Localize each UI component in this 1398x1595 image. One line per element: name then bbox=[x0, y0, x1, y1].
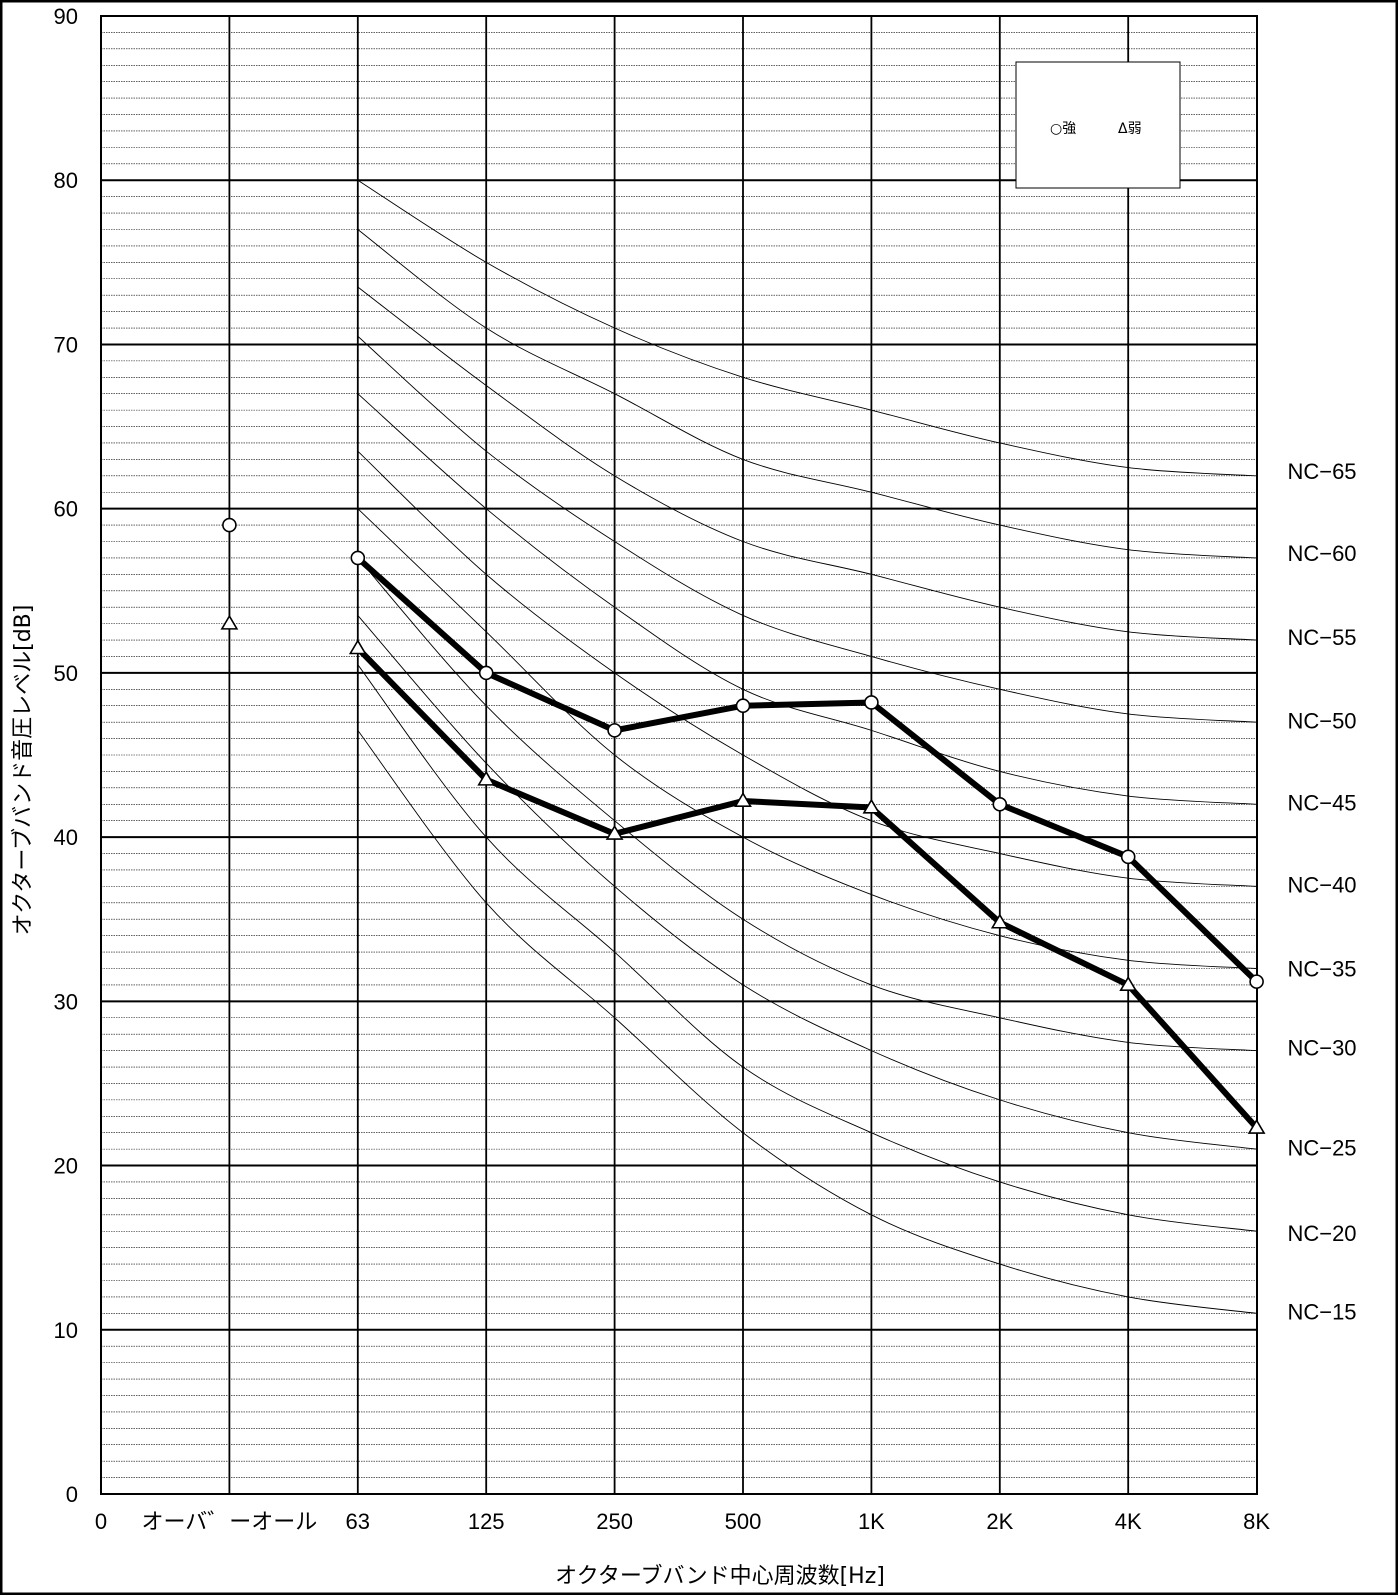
nc-curve-label: NC−25 bbox=[1287, 1135, 1356, 1160]
legend-strong-label: ○強 bbox=[1050, 121, 1076, 137]
y-tick-label: 20 bbox=[54, 1154, 78, 1179]
strong-point bbox=[864, 695, 879, 710]
x-tick-label: 250 bbox=[596, 1509, 633, 1534]
y-tick-label: 0 bbox=[66, 1482, 78, 1507]
nc-curve bbox=[357, 450, 1257, 887]
weak-point bbox=[1119, 975, 1138, 991]
nc-labels: NC−65 NC−60 NC−55 NC−50 NC−45 NC−40 NC−35 NC−30… bbox=[1287, 459, 1356, 1325]
nc-curve bbox=[357, 179, 1257, 477]
y-tick-label: 10 bbox=[54, 1318, 78, 1343]
nc-curve bbox=[357, 229, 1257, 559]
series-line-strong bbox=[355, 555, 1259, 984]
strong-point bbox=[478, 665, 494, 681]
measurement-series bbox=[348, 550, 1266, 1134]
nc-curve bbox=[357, 664, 1257, 1232]
legend: ○強 Δ弱 bbox=[1015, 61, 1181, 189]
x-tick-label: 1K bbox=[858, 1509, 885, 1534]
strong-point bbox=[1249, 974, 1264, 989]
y-tick-label: 90 bbox=[54, 4, 78, 29]
nc-curve bbox=[357, 335, 1257, 723]
x-tick-label: 63 bbox=[346, 1509, 370, 1534]
legend-weak-label: Δ弱 bbox=[1118, 121, 1142, 137]
x-tick-label: 4K bbox=[1115, 1509, 1142, 1534]
x-tick-label: オーバ゛ーオール bbox=[142, 1510, 318, 1535]
nc-curve-label: NC−55 bbox=[1287, 625, 1356, 650]
y-tick-label: 30 bbox=[54, 989, 78, 1014]
y-tick-label: 70 bbox=[54, 332, 78, 357]
nc-curve bbox=[357, 615, 1257, 1150]
nc-curve-label: NC−50 bbox=[1287, 709, 1356, 734]
weak-point bbox=[605, 824, 624, 840]
x-tick-label: 125 bbox=[468, 1509, 505, 1534]
strong-point bbox=[607, 723, 622, 738]
weak-point bbox=[734, 791, 752, 808]
nc-curve-label: NC−45 bbox=[1287, 791, 1356, 816]
plot-border bbox=[100, 15, 1258, 1495]
nc-curve-label: NC−35 bbox=[1287, 956, 1356, 981]
nc-curve-label: NC−60 bbox=[1287, 541, 1356, 566]
nc-curve-label: NC−20 bbox=[1287, 1221, 1356, 1246]
x-axis-ticks: 0 オーバ゛ーオール 63 125 250 500 1K 2K 4K 8K bbox=[95, 1509, 1270, 1535]
x-tick-label: 500 bbox=[725, 1509, 762, 1534]
legend-box bbox=[1015, 61, 1181, 189]
nc-curve bbox=[357, 557, 1257, 1052]
y-tick-label: 40 bbox=[54, 825, 78, 850]
nc-curve-label: NC−65 bbox=[1287, 459, 1356, 484]
x-tick-label: 0 bbox=[95, 1509, 107, 1534]
nc-curve-label: NC−15 bbox=[1287, 1300, 1356, 1325]
minor-grid bbox=[101, 32, 1257, 1478]
strong-point bbox=[992, 796, 1008, 812]
nc-curve bbox=[357, 730, 1257, 1314]
x-axis-title: オクターブバンド中心周波数[Hz] bbox=[555, 1564, 885, 1589]
x-tick-label: 8K bbox=[1243, 1509, 1270, 1534]
y-tick-label: 50 bbox=[54, 661, 78, 686]
y-tick-label: 80 bbox=[54, 168, 78, 193]
x-tick-label: 2K bbox=[986, 1509, 1013, 1534]
overall-values bbox=[220, 517, 239, 630]
overall-weak-point bbox=[220, 614, 239, 630]
series-line-weak bbox=[355, 646, 1259, 1130]
weak-point bbox=[477, 770, 496, 786]
strong-point bbox=[735, 698, 751, 714]
weak-point bbox=[348, 639, 367, 655]
strong-point bbox=[350, 550, 366, 566]
y-axis-title: オクターブバンド音圧レベル[dB] bbox=[11, 605, 36, 936]
y-tick-label: 60 bbox=[54, 497, 78, 522]
weak-point bbox=[862, 798, 881, 814]
nc-curve bbox=[357, 508, 1257, 969]
nc-curve bbox=[357, 286, 1257, 641]
weak-point bbox=[1247, 1118, 1266, 1134]
strong-point bbox=[1120, 849, 1136, 865]
nc-curve-label: NC−30 bbox=[1287, 1035, 1356, 1060]
weak-point bbox=[990, 913, 1009, 929]
y-axis-ticks: 0 10 20 30 40 50 60 70 80 90 bbox=[54, 4, 78, 1507]
overall-strong-point bbox=[222, 517, 237, 533]
nc-curve-label: NC−40 bbox=[1287, 873, 1356, 898]
